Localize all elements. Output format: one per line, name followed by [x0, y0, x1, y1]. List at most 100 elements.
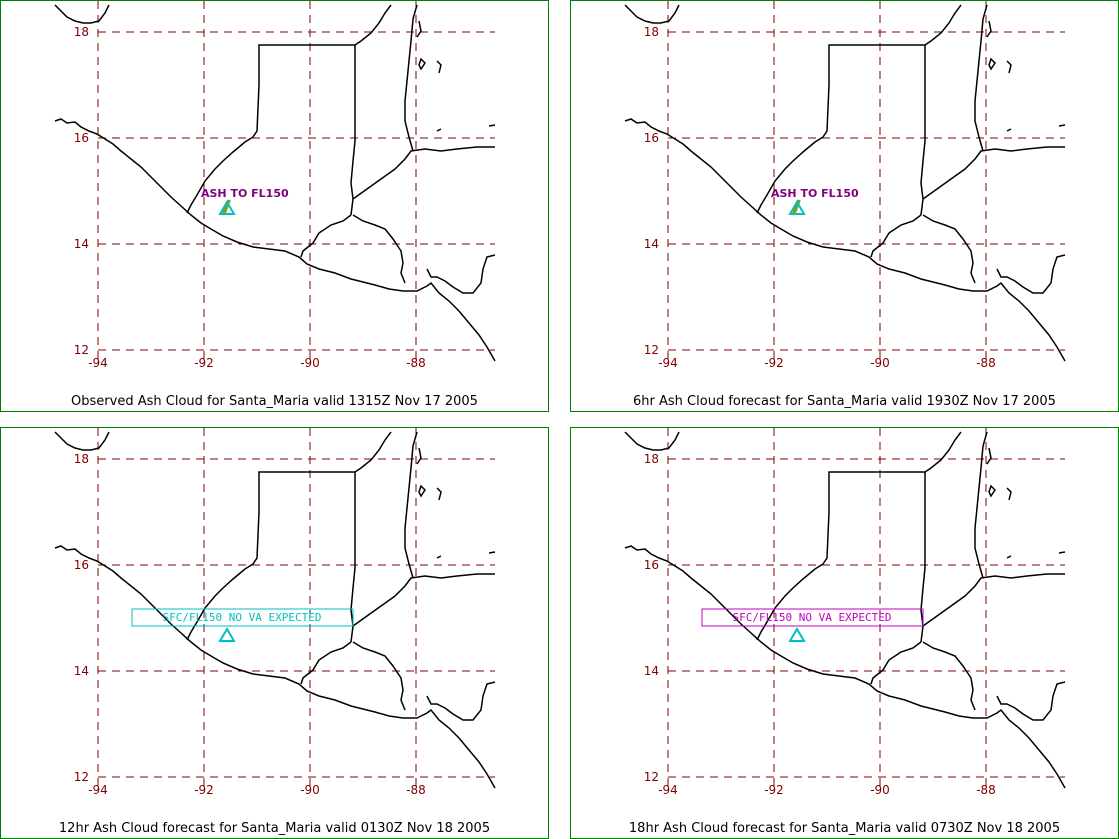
boundary-line: [436, 487, 496, 559]
boundary-line: [426, 254, 496, 294]
latitude-label: 12: [74, 770, 89, 784]
latitude-label: 12: [74, 343, 89, 357]
ash-annotation-text: SFC/FL150 NO VA EXPECTED: [733, 611, 892, 624]
latitude-label: 12: [644, 343, 659, 357]
longitude-label: -92: [764, 783, 784, 797]
map-panel-18hr: 18 16 14 12 -94 -92 -90 -88 SFC/FL150 NO VA EXPE…: [570, 427, 1119, 839]
latitude-label: 14: [644, 237, 659, 251]
boundary-line: [300, 641, 352, 685]
longitude-label: -94: [658, 783, 678, 797]
map-canvas: 18 16 14 12-94 -92 -90 -88 SFC/FL150 NO VA EXPE…: [624, 428, 1066, 797]
latitude-label: 16: [74, 558, 89, 572]
coastlines-borders: [54, 4, 496, 362]
boundary-line: [300, 214, 352, 258]
longitude-label: -90: [300, 783, 320, 797]
boundary-line: [756, 471, 925, 641]
longitude-label: -88: [976, 356, 996, 370]
boundary-line: [352, 641, 406, 711]
volcano-marker-icon: [788, 200, 806, 215]
longitude-label: -92: [764, 356, 784, 370]
latitude-label: 14: [74, 237, 89, 251]
boundary-line: [986, 447, 996, 498]
ash-annotation-label: ASH TO FL150: [201, 187, 289, 200]
boundary-line: [922, 146, 1065, 200]
boundary-line: [352, 214, 406, 284]
panel-caption: 18hr Ash Cloud forecast for Santa_Maria …: [628, 821, 1061, 836]
latitude-label: 12: [644, 770, 659, 784]
boundary-line: [404, 4, 418, 152]
boundary-line: [354, 431, 392, 473]
longitude-label: -94: [658, 356, 678, 370]
boundary-line: [624, 118, 1066, 362]
boundary-line: [1006, 487, 1066, 559]
ash-annotation-label: ASH TO FL150: [771, 187, 859, 200]
boundary-line: [986, 20, 996, 71]
latitude-label: 16: [644, 131, 659, 145]
volcano-marker-icon: [218, 200, 236, 215]
boundary-line: [436, 60, 496, 132]
boundary-line: [924, 4, 962, 46]
longitude-label: -94: [88, 783, 108, 797]
boundary-line: [922, 641, 976, 711]
ash-annotation-box: [131, 608, 354, 627]
boundary-line: [756, 44, 925, 214]
longitude-label: -90: [870, 783, 890, 797]
boundary-line: [922, 573, 1065, 627]
boundary-line: [996, 254, 1066, 294]
boundary-line: [624, 431, 680, 451]
latitude-label: 14: [74, 664, 89, 678]
latitude-label: 18: [74, 25, 89, 39]
latitude-label: 18: [644, 452, 659, 466]
map-panel-6hr: 18 16 14 12 -94 -92 -90 -88 ASH TO FL150 6hr Ash…: [570, 0, 1119, 412]
volcano-marker-icon: [788, 627, 806, 642]
graticule: [97, 1, 495, 363]
boundary-line: [624, 4, 680, 24]
coastlines-borders: [624, 431, 1066, 789]
boundary-line: [974, 431, 988, 579]
panel-caption: Observed Ash Cloud for Santa_Maria valid…: [71, 394, 478, 409]
map-panel-observed: 18 16 14 12 -94 -92 -90 -88 ASH TO FL150 Observe…: [0, 0, 549, 412]
graticule: [667, 1, 1065, 363]
ash-annotation-text: SFC/FL150 NO VA EXPECTED: [163, 611, 322, 624]
volcano-marker-icon: [218, 627, 236, 642]
longitude-label: -94: [88, 356, 108, 370]
map-canvas: 18 16 14 12-94 -92 -90 -88 ASH TO FL150: [624, 1, 1066, 370]
boundary-line: [350, 45, 356, 216]
map-panel-12hr: 18 16 14 12 -94 -92 -90 -88 SFC/FL150 NO VA EXPE…: [0, 427, 549, 839]
longitude-label: -92: [194, 356, 214, 370]
boundary-line: [922, 214, 976, 284]
latitude-label: 14: [644, 664, 659, 678]
boundary-line: [186, 44, 355, 214]
boundary-line: [54, 118, 496, 362]
boundary-line: [1006, 60, 1066, 132]
latitude-label: 16: [74, 131, 89, 145]
boundary-line: [416, 20, 426, 71]
boundary-line: [352, 146, 495, 200]
boundary-line: [426, 681, 496, 721]
boundary-line: [54, 4, 110, 24]
latitude-label: 16: [644, 558, 659, 572]
longitude-label: -88: [976, 783, 996, 797]
ash-annotation-box: [701, 608, 924, 627]
graticule: [667, 428, 1065, 790]
boundary-line: [870, 214, 922, 258]
boundary-line: [186, 471, 355, 641]
latitude-label: 18: [644, 25, 659, 39]
panel-caption: 6hr Ash Cloud forecast for Santa_Maria v…: [633, 394, 1056, 409]
boundary-line: [54, 431, 110, 451]
boundary-line: [416, 447, 426, 498]
longitude-label: -88: [406, 783, 426, 797]
panel-caption: 12hr Ash Cloud forecast for Santa_Maria …: [58, 821, 491, 836]
boundary-line: [920, 45, 926, 216]
longitude-label: -90: [870, 356, 890, 370]
boundary-line: [352, 573, 495, 627]
latitude-label: 18: [74, 452, 89, 466]
map-canvas: 18 16 14 12-94 -92 -90 -88 ASH TO FL150: [54, 1, 496, 370]
boundary-line: [996, 681, 1066, 721]
boundary-line: [404, 431, 418, 579]
longitude-label: -90: [300, 356, 320, 370]
coastlines-borders: [54, 431, 496, 789]
boundary-line: [974, 4, 988, 152]
coastlines-borders: [624, 4, 1066, 362]
longitude-label: -92: [194, 783, 214, 797]
